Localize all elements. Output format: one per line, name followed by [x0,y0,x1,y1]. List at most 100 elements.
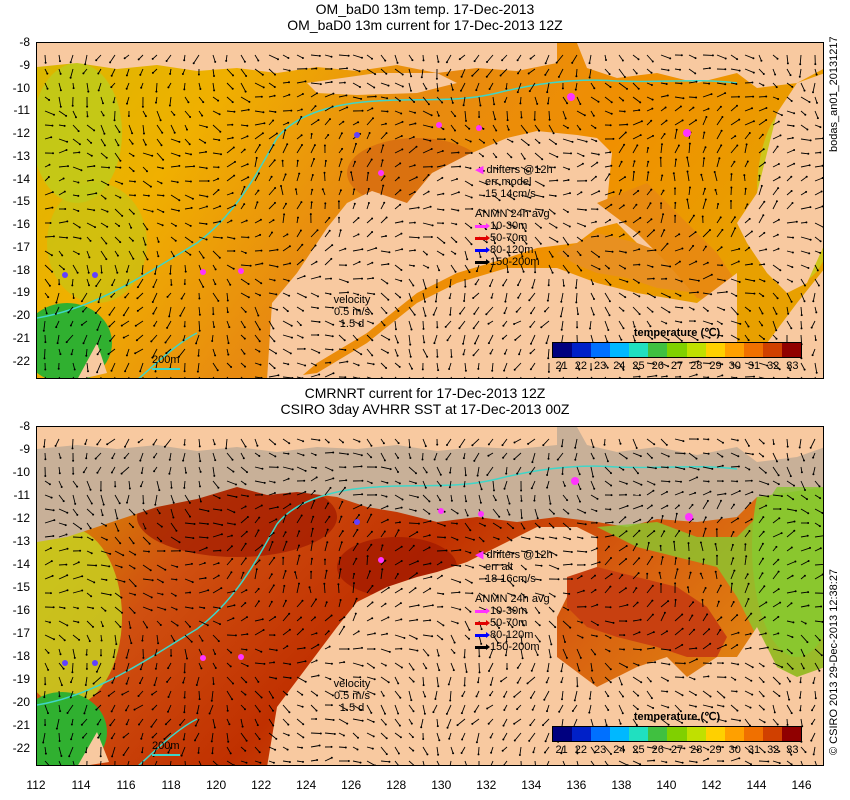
current-vector [618,676,623,685]
current-vector [786,54,789,64]
current-vector [517,82,522,93]
current-vector [184,165,195,168]
current-vector [114,110,116,121]
current-vector-head [668,296,671,299]
current-vector [310,202,313,210]
current-vector [352,438,360,443]
current-vector [170,522,177,532]
current-vector [772,588,779,594]
current-vector-head [520,116,523,119]
current-vector [338,291,349,294]
current-vector-head [708,82,711,85]
current-vector-head [650,697,653,700]
current-vector [660,648,671,651]
current-vector-head [301,336,304,339]
current-vector [730,68,740,72]
current-vector [449,278,452,287]
current-vector-head [317,119,320,121]
current-vector [352,376,360,378]
current-vector-head [340,132,343,135]
current-vector [141,466,144,474]
current-vector [324,54,332,58]
current-vector [590,480,595,489]
current-vector-head [413,191,416,193]
current-vector [464,508,469,516]
current-vector [96,704,102,710]
current-vector-head [520,489,523,492]
colorbar-swatch [610,343,630,357]
current-vector [715,543,718,552]
current-vector-head [91,538,94,541]
current-vector-head [398,365,401,368]
current-vector [450,508,458,514]
current-vector-head [332,323,335,326]
current-vector-head [665,83,668,85]
current-vector-head [480,488,483,491]
current-vector-head [151,708,154,711]
current-vector [394,618,402,622]
current-vector-head [483,194,486,197]
current-vector [366,306,373,315]
current-vector-head [79,549,82,552]
current-vector-head [637,281,640,284]
current-vector [296,275,305,280]
current-vector-head [410,328,413,331]
current-vector-head [371,57,373,60]
current-vector [212,189,219,196]
current-vector [422,452,424,460]
current-vector [660,334,669,341]
current-vector-head [678,260,681,263]
current-vector [434,690,438,700]
current-vector-head [400,545,403,548]
current-vector-head [606,366,609,369]
current-vector-head [821,512,823,514]
current-vector [562,563,572,566]
current-vector-head [807,152,810,155]
current-vector-head [95,285,98,287]
current-vector-head [157,240,160,243]
current-vector-head [150,609,153,612]
current-vector [83,704,88,714]
current-vector [520,634,523,644]
current-vector [152,306,158,314]
current-vector [506,508,510,515]
current-vector-head [94,226,96,229]
current-vector [352,465,362,468]
drifter-markers [62,93,691,278]
current-vector-head [686,586,689,589]
current-vector-head [789,369,792,372]
current-vector-head [789,680,791,683]
current-vector [154,494,158,505]
current-vector [156,522,163,527]
current-vector [744,491,753,496]
current-vector-head [357,364,360,367]
current-vector [44,519,55,524]
current-vector-head [414,587,417,590]
current-vector-head [767,378,769,379]
current-vector-head [400,618,403,621]
current-vector [72,494,76,505]
current-vector-head [694,72,697,75]
current-vector-head [593,487,596,490]
current-vector-head [777,632,780,635]
current-vector-head [415,637,418,640]
current-vector [716,116,723,126]
current-vector [604,452,609,462]
current-vector-head [386,97,389,100]
current-vector [574,452,578,460]
current-vector-head [681,643,684,646]
current-vector [254,648,262,653]
current-vector [296,334,303,339]
current-vector [338,599,342,608]
current-vector-head [346,360,349,363]
current-vector-head [323,171,326,174]
current-vector [422,494,430,502]
current-vector-head [161,167,164,170]
current-vector [589,68,592,78]
current-vector [128,508,135,515]
current-vector-head [178,549,181,552]
current-vector [352,543,358,552]
current-vector [744,613,752,622]
current-vector [604,573,612,580]
current-vector-head [495,156,498,159]
